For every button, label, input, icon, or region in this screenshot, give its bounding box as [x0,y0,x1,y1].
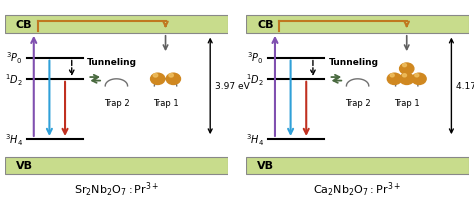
Text: $^3P_0$: $^3P_0$ [6,50,23,66]
Text: Trap 2: Trap 2 [345,99,370,108]
Circle shape [402,64,407,67]
Text: VB: VB [257,161,274,171]
Text: Tunneling: Tunneling [87,58,137,67]
Text: $^3H_4$: $^3H_4$ [5,131,23,147]
Text: $^3H_4$: $^3H_4$ [246,131,264,147]
Bar [246,157,469,174]
Text: 3.97 eV: 3.97 eV [215,82,249,91]
Circle shape [151,74,165,85]
Circle shape [169,74,173,78]
Circle shape [387,74,401,85]
Text: $^3P_0$: $^3P_0$ [247,50,264,66]
Circle shape [402,74,407,77]
Circle shape [415,74,419,77]
Text: $^1D_2$: $^1D_2$ [246,72,264,87]
Circle shape [153,74,158,78]
Text: Tunneling: Tunneling [328,58,379,67]
Text: Trap 2: Trap 2 [104,99,129,108]
Bar [5,157,228,174]
Text: VB: VB [16,161,33,171]
Circle shape [166,74,181,85]
Circle shape [390,74,394,77]
Circle shape [400,64,414,75]
Circle shape [412,74,426,85]
Text: Trap 1: Trap 1 [153,99,178,108]
Text: CB: CB [16,20,32,30]
Text: $\mathrm{Sr_2Nb_2O_7{:}Pr^{3+}}$: $\mathrm{Sr_2Nb_2O_7{:}Pr^{3+}}$ [73,180,159,198]
Text: 4.17 eV: 4.17 eV [456,82,474,91]
Bar [246,16,469,34]
Text: Trap 1: Trap 1 [394,99,419,108]
Bar [5,16,228,34]
Text: $\mathrm{Ca_2Nb_2O_7{:}Pr^{3+}}$: $\mathrm{Ca_2Nb_2O_7{:}Pr^{3+}}$ [313,180,402,198]
Text: CB: CB [257,20,273,30]
Text: $^1D_2$: $^1D_2$ [5,72,23,87]
Circle shape [400,74,414,85]
